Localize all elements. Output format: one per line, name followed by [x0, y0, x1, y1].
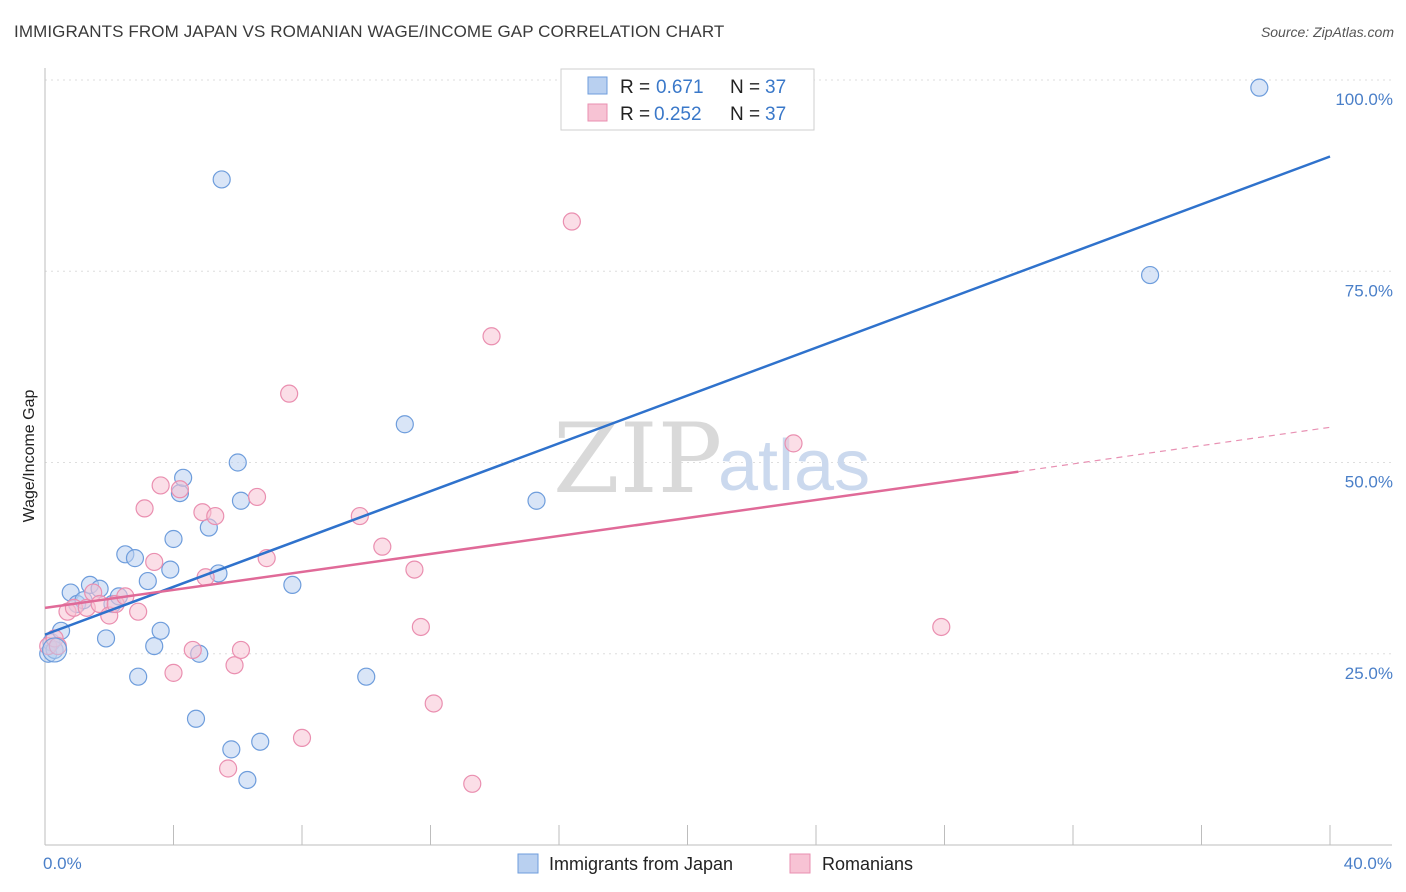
japan-point-28: [228, 453, 247, 472]
romanians-trend-extension: [1018, 426, 1331, 473]
romanians-point-26: [280, 384, 299, 403]
romanians-point-21: [219, 759, 238, 778]
romanians-point-37: [932, 617, 951, 637]
grid-lines: [45, 79, 1392, 655]
legend-r-label-japan: R =: [620, 77, 650, 98]
japan-point-19: [164, 529, 183, 549]
japan-point-17: [129, 667, 148, 686]
chart-title: IMMIGRANTS FROM JAPAN VS ROMANIAN WAGE/I…: [14, 22, 725, 41]
legend-n-value-romanians: 37: [765, 104, 786, 125]
japan-point-26: [212, 170, 231, 189]
legend-n-value-japan: 37: [765, 77, 786, 98]
japan-point-29: [231, 491, 251, 510]
romanians-point-12: [135, 499, 154, 518]
japan-point-23: [186, 709, 206, 728]
y-tick-labels: 100.0% 75.0% 50.0% 25.0%: [1335, 90, 1393, 683]
romanians-point-15: [164, 663, 183, 682]
romanians-point-16: [170, 480, 190, 499]
japan-point-31: [251, 732, 270, 751]
legend-swatch-japan: [587, 76, 608, 95]
legend-swatch-romanians: [587, 103, 608, 122]
japan-trend-line: [44, 155, 1331, 636]
romanians-point-20: [206, 506, 225, 526]
romanians-point-30: [405, 560, 424, 579]
series-legend-swatch-japan: [517, 853, 539, 874]
japan-point-14: [138, 571, 157, 591]
x-tick-max: 40.0%: [1344, 854, 1392, 873]
romanians-point-35: [562, 212, 581, 231]
romanians-point-24: [247, 487, 267, 507]
legend-n-label-japan: N =: [730, 77, 760, 98]
japan-point-33: [357, 667, 376, 686]
romanians-point-31: [411, 617, 430, 637]
y-tick-label-1: 75.0%: [1345, 281, 1393, 300]
romanians-point-29: [373, 537, 392, 556]
trend-lines: [44, 155, 1331, 636]
data-points: [39, 78, 1269, 793]
y-tick-label-0: 100.0%: [1335, 90, 1393, 109]
romanians-point-32: [424, 694, 443, 713]
romanians-point-17: [183, 640, 202, 660]
watermark-zip: ZIP: [553, 403, 722, 515]
japan-point-35: [527, 491, 546, 510]
series-legend-label-japan: Immigrants from Japan: [549, 854, 733, 874]
japan-point-30: [238, 770, 257, 790]
japan-point-16: [151, 621, 170, 640]
japan-point-32: [283, 575, 302, 595]
romanians-point-34: [482, 327, 501, 346]
japan-point-27: [222, 740, 241, 759]
source-credit: Source: ZipAtlas.com: [1260, 24, 1394, 40]
romanians-point-36: [784, 434, 803, 453]
series-legend-label-romanians: Romanians: [822, 854, 913, 874]
legend-r-value-romanians: 0.252: [654, 104, 702, 125]
legend-r-value-japan: 0.671: [656, 77, 704, 98]
romanians-point-13: [145, 552, 164, 572]
romanians-point-33: [463, 774, 482, 793]
x-tick-min: 0.0%: [43, 854, 82, 873]
japan-point-18: [161, 560, 180, 579]
series-legend-swatch-romanians: [789, 853, 811, 874]
romanians-point-23: [231, 640, 251, 660]
romanians-point-27: [292, 728, 312, 748]
legend-r-label-romanians: R =: [620, 104, 650, 125]
stats-legend: R = 0.671 N = 37 R = 0.252 N = 37: [560, 68, 815, 131]
japan-point-36: [1140, 265, 1160, 285]
legend-n-label-romanians: N =: [730, 104, 760, 125]
romanians-point-22: [225, 656, 244, 675]
japan-point-9: [96, 629, 116, 648]
romanians-point-11: [129, 602, 148, 621]
romanians-trend-line: [44, 470, 1019, 610]
japan-point-13: [125, 549, 145, 568]
romanians-point-14: [151, 476, 170, 495]
japan-point-15: [145, 636, 164, 656]
series-legend: Immigrants from Japan Romanians: [517, 853, 913, 874]
y-tick-label-3: 25.0%: [1345, 664, 1393, 683]
japan-cluster-point: [42, 637, 68, 663]
axes: [44, 68, 1392, 846]
japan-point-37: [1250, 78, 1269, 97]
y-tick-label-2: 50.0%: [1345, 473, 1393, 492]
japan-point-34: [395, 415, 414, 434]
y-axis-label: Wage/Income Gap: [21, 390, 38, 523]
